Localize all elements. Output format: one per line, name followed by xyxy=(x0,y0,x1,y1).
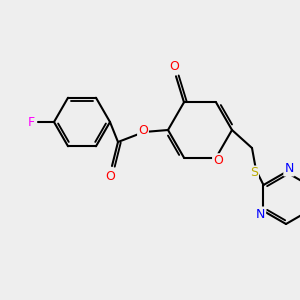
Text: N: N xyxy=(284,163,294,176)
Text: O: O xyxy=(138,124,148,136)
Text: O: O xyxy=(105,169,115,182)
Text: O: O xyxy=(169,60,179,73)
Text: F: F xyxy=(27,116,34,128)
Text: S: S xyxy=(250,167,258,179)
Text: N: N xyxy=(256,208,265,220)
Text: O: O xyxy=(213,154,223,167)
